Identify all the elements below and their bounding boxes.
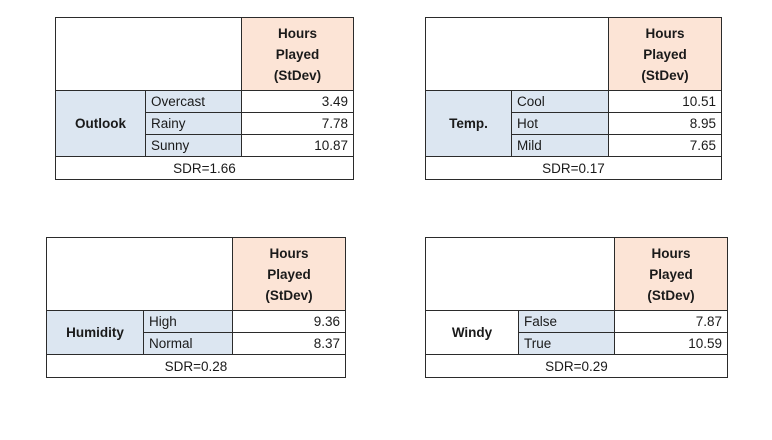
header-line: Hours <box>277 25 317 41</box>
category-cell: High <box>143 310 233 333</box>
attribute-label: Windy <box>425 310 519 355</box>
header-line: Hours <box>645 25 685 41</box>
stdev-value-cell: 10.59 <box>614 332 728 355</box>
stdev-value-cell: 7.78 <box>241 112 354 135</box>
hours-played-stdev-header: Hours Played (StDev) <box>614 237 728 311</box>
outlook-sdr-table: Hours Played (StDev) Outlook Overcast 3.… <box>55 17 354 180</box>
header-blank-cell <box>55 17 242 91</box>
category-cell: Sunny <box>145 134 242 157</box>
category-cell: Rainy <box>145 112 242 135</box>
stdev-value-cell: 8.95 <box>608 112 722 135</box>
attribute-label: Humidity <box>46 310 144 355</box>
category-cell: Overcast <box>145 90 242 113</box>
header-line: (StDev) <box>647 287 695 303</box>
header-blank-cell <box>425 17 609 91</box>
hours-played-stdev-header: Hours Played (StDev) <box>232 237 346 311</box>
header-line: Played <box>649 266 693 282</box>
header-line: Hours <box>651 245 691 261</box>
category-cell: Normal <box>143 332 233 355</box>
stdev-value-cell: 10.51 <box>608 90 722 113</box>
hours-played-stdev-header: Hours Played (StDev) <box>608 17 722 91</box>
header-line: (StDev) <box>265 287 313 303</box>
header-line: Played <box>275 46 320 62</box>
stdev-value-cell: 7.65 <box>608 134 722 157</box>
stdev-value-cell: 8.37 <box>232 332 346 355</box>
windy-sdr-table: Hours Played (StDev) Windy False 7.87 Tr… <box>425 237 728 378</box>
category-cell: False <box>518 310 615 333</box>
stdev-value-cell: 9.36 <box>232 310 346 333</box>
humidity-sdr-table: Hours Played (StDev) Humidity High 9.36 … <box>46 237 346 378</box>
header-line: Played <box>267 266 311 282</box>
category-cell: Hot <box>511 112 609 135</box>
header-line: Hours <box>269 245 309 261</box>
stdev-value-cell: 10.87 <box>241 134 354 157</box>
sdr-cell: SDR=0.17 <box>425 156 722 180</box>
stdev-value-cell: 3.49 <box>241 90 354 113</box>
attribute-label: Temp. <box>425 90 512 157</box>
stdev-value-cell: 7.87 <box>614 310 728 333</box>
temp-sdr-table: Hours Played (StDev) Temp. Cool 10.51 Ho… <box>425 17 722 180</box>
category-cell: True <box>518 332 615 355</box>
header-blank-cell <box>425 237 615 311</box>
sdr-cell: SDR=0.28 <box>46 354 346 378</box>
category-cell: Mild <box>511 134 609 157</box>
header-line: Played <box>643 46 687 62</box>
attribute-label: Outlook <box>55 90 146 157</box>
header-line: (StDev) <box>273 67 322 83</box>
sdr-cell: SDR=1.66 <box>55 156 354 180</box>
header-line: (StDev) <box>641 67 689 83</box>
category-cell: Cool <box>511 90 609 113</box>
header-blank-cell <box>46 237 233 311</box>
hours-played-stdev-header: Hours Played (StDev) <box>241 17 354 91</box>
sdr-cell: SDR=0.29 <box>425 354 728 378</box>
